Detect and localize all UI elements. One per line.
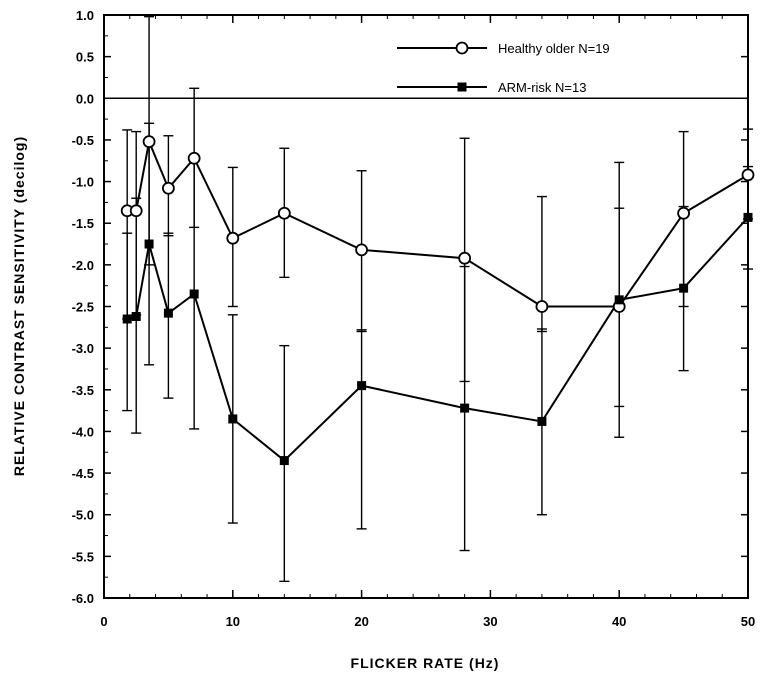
arm-risk-data-point <box>679 283 689 293</box>
y-tick-label: -3.5 <box>72 383 94 398</box>
legend: Healthy older N=19 ARM-risk N=13 <box>397 41 610 95</box>
healthy-data-point <box>129 204 143 218</box>
arm-risk-data-point <box>614 295 624 305</box>
y-tick-label: -2.0 <box>72 258 94 273</box>
y-tick-label: -6.0 <box>72 591 94 606</box>
y-tick-label: 1.0 <box>76 8 94 23</box>
y-tick-label: 0.5 <box>76 50 94 65</box>
healthy-data-point <box>142 135 156 148</box>
arm-risk-data-point <box>122 314 132 324</box>
arm-risk-data-point <box>357 381 367 391</box>
healthy-data-point <box>355 243 369 257</box>
x-tick-label: 30 <box>483 614 497 629</box>
legend-marker-arm-risk <box>457 82 467 92</box>
healthy-data-point <box>161 181 175 195</box>
series-lines-group <box>126 138 749 462</box>
plot-frame <box>103 14 749 599</box>
healthy-data-point <box>187 151 201 165</box>
healthy-data-point <box>677 206 690 220</box>
y-tick-label: -4.5 <box>72 466 94 481</box>
x-tick-label: 10 <box>226 614 240 629</box>
y-tick-label: -1.0 <box>72 175 94 190</box>
healthy-data-point <box>458 251 472 265</box>
healthy-data-point <box>535 300 549 313</box>
legend-label-healthy: Healthy older N=19 <box>498 41 610 56</box>
x-tick-label: 0 <box>100 614 107 629</box>
arm-risk-data-point <box>537 416 547 426</box>
y-tick-label: -0.5 <box>72 133 94 148</box>
healthy-data-point <box>277 206 291 220</box>
y-tick-label: -3.0 <box>72 341 94 356</box>
error-bars-group <box>122 15 753 583</box>
y-tick-label: -5.0 <box>72 508 94 523</box>
healthy-data-point <box>226 231 240 245</box>
arm-risk-data-point <box>228 414 238 424</box>
y-tick-label: -4.0 <box>72 424 94 439</box>
arm-risk-data-point <box>189 289 199 299</box>
healthy-series-line <box>127 138 749 308</box>
x-axis-title: FLICKER RATE (Hz) <box>351 655 500 671</box>
legend-marker-healthy <box>455 41 469 55</box>
y-axis-title: RELATIVE CONTRAST SENSITIVITY (decilog) <box>11 136 27 476</box>
arm-risk-data-point <box>144 239 154 249</box>
x-tick-label: 40 <box>612 614 626 629</box>
tick-labels-group: 1.0 0.5 0.0 -0.5 -1.0 -1.5 -2.0 -2.5 -3.0 -3.5 -4.… <box>72 8 756 629</box>
arm-risk-data-point <box>743 212 753 222</box>
plot-frame-group <box>103 14 749 599</box>
series-markers-group <box>120 135 755 466</box>
y-tick-label: -1.5 <box>72 216 94 231</box>
arm-risk-data-point <box>163 308 173 318</box>
arm-risk-data-point <box>131 311 141 321</box>
legend-label-arm-risk: ARM-risk N=13 <box>498 80 587 95</box>
y-tick-label: -2.5 <box>72 300 94 315</box>
arm-risk-data-point <box>279 456 289 466</box>
y-tick-label: -5.5 <box>72 549 94 564</box>
arm-risk-data-point <box>460 403 470 413</box>
healthy-data-point <box>741 168 755 182</box>
y-tick-label: 0.0 <box>76 91 94 106</box>
x-tick-label: 20 <box>354 614 368 629</box>
x-tick-label: 50 <box>741 614 755 629</box>
